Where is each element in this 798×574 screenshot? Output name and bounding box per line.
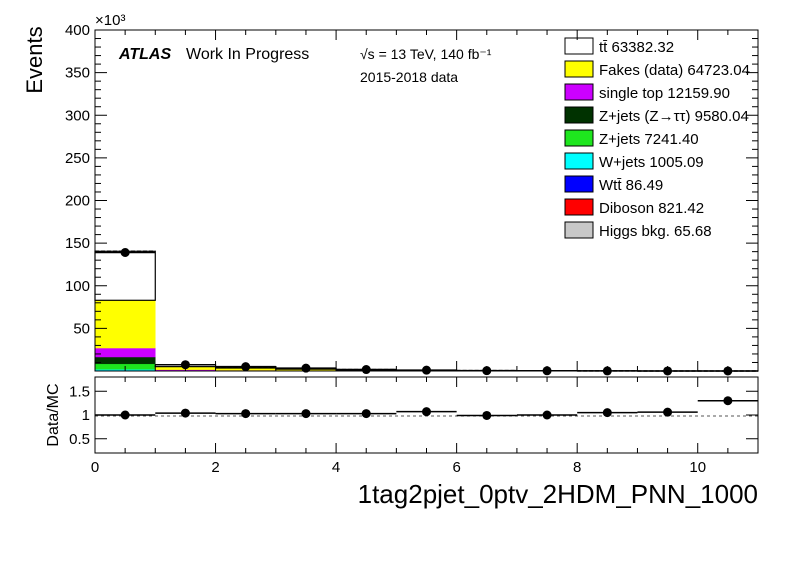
x-axis: 0 2 4 6 8 10 [91,30,759,476]
legend-label-5: W+jets 1005.09 [599,154,704,171]
ratio-point-5 [422,407,431,417]
ratio-point-4 [361,409,371,419]
data-point-0 [120,248,130,258]
legend-swatch-2 [564,83,594,101]
x-tick-label-3: 6 [452,459,460,476]
x-tick-label-2: 4 [332,459,340,476]
y-tick-label-6: 350 [65,65,90,82]
ratio-points [95,396,758,420]
status-label: Work In Progress [186,46,309,63]
energy-label: √s = 13 TeV, 140 fb⁻¹ [360,46,492,62]
bar-segment-8-0 [94,250,156,301]
legend-label-4: Z+jets 7241.40 [599,131,699,148]
ratio-point-7 [542,410,552,420]
ratio-y-axis-label: Data/MC [45,383,62,446]
legend-label-6: Wtt̄ 86.49 [599,177,663,194]
bar-segment-6-0 [94,347,156,358]
legend-swatch-6 [564,175,594,193]
x-tick-label-1: 2 [211,459,219,476]
x-axis-label: 1tag2pjet_0ptv_2HDM_PNN_1000 [358,479,758,509]
legend-swatch-0 [564,37,594,55]
data-point-1 [180,360,190,370]
y-tick-label-2: 150 [65,235,90,252]
y-tick-label-7: 400 [65,22,90,39]
ratio-point-3 [301,409,311,419]
ratio-point-10 [723,396,733,406]
ratio-y-tick-label-1: 1 [82,407,90,424]
ratio-point-8 [602,408,612,418]
x-tick-label-0: 0 [91,459,99,476]
legend-swatch-5 [564,152,594,170]
y-tick-label-3: 200 [65,193,90,210]
data-points [95,248,758,376]
y-tick-label-0: 50 [73,320,90,337]
legend-swatch-4 [564,129,594,147]
legend-label-1: Fakes (data) 64723.04 [599,62,750,79]
bar-segment-5-0 [94,356,156,365]
x-tick-label-4: 8 [573,459,581,476]
legend-label-3: Z+jets (Z→ττ) 9580.04 [599,108,749,125]
legend-swatch-1 [564,60,594,78]
x-tick-label-5: 10 [689,459,706,476]
legend-label-8: Higgs bkg. 65.68 [599,223,712,240]
legend-swatch-3 [564,106,594,124]
ratio-point-9 [663,407,673,417]
ratio-y-axis: 0.5 1 1.5 [69,383,758,448]
atlas-label: ATLAS [118,46,171,63]
data-period-label: 2015-2018 data [360,69,458,85]
ratio-y-tick-label-2: 1.5 [69,383,90,400]
legend-swatch-8 [564,221,594,239]
y-tick-label-4: 250 [65,150,90,167]
legend-swatch-7 [564,198,594,216]
ratio-point-6 [482,410,492,420]
ratio-y-tick-label-0: 0.5 [69,431,90,448]
legend-label-0: tt̄ 63382.32 [599,39,674,56]
ratio-point-0 [120,410,130,420]
y-tick-label-5: 300 [65,107,90,124]
legend-label-2: single top 12159.90 [599,85,730,102]
y-axis-label: Events [22,26,47,93]
legend-label-7: Diboson 821.42 [599,200,704,217]
main-y-axis: 50 100 150 200 250 300 350 400 [65,22,758,363]
bar-segment-7-0 [94,300,156,349]
y-axis-exponent: ×10³ [95,12,125,29]
ratio-point-2 [241,409,251,419]
ratio-point-1 [180,408,190,418]
stack-bars [94,250,759,372]
legend: tt̄ 63382.32 Fakes (data) 64723.04 single … [564,37,750,240]
y-tick-label-1: 100 [65,278,90,295]
